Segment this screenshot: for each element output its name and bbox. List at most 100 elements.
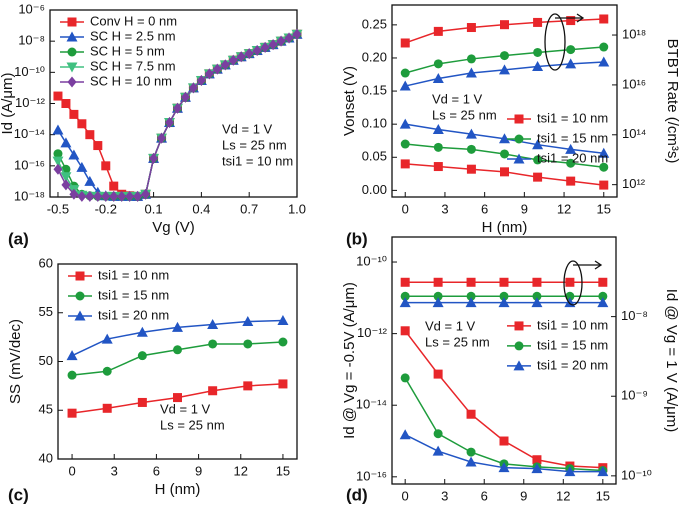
marker (433, 291, 443, 301)
legend-label: tsi1 = 10 nm (98, 267, 169, 282)
marker (180, 91, 190, 103)
annotation: Vd = 1 V (425, 318, 476, 333)
marker (136, 326, 148, 337)
marker (566, 158, 576, 168)
y2-tick-label: 10⁻¹⁰ (621, 467, 652, 482)
marker (498, 297, 510, 308)
legend-label: tsi1 = 15 nm (537, 130, 608, 145)
panel-label: (a) (8, 229, 29, 248)
marker (466, 447, 476, 457)
y2-tick-label: 10¹² (622, 176, 646, 191)
marker (565, 277, 575, 287)
marker (533, 155, 543, 165)
y2-tick-label: 10¹⁸ (622, 26, 646, 41)
marker (75, 271, 85, 281)
y-tick-label: 40 (39, 450, 53, 465)
marker (292, 28, 302, 40)
x-tick-label: 6 (481, 201, 488, 216)
marker (228, 54, 238, 66)
marker (399, 118, 411, 129)
marker (432, 297, 444, 308)
legend-label: tsi1 = 10 nm (537, 317, 608, 332)
marker (53, 163, 63, 175)
marker (433, 59, 443, 69)
marker (400, 159, 410, 169)
y-tick-label: 60 (39, 255, 53, 270)
marker (101, 333, 113, 344)
marker (242, 316, 254, 327)
marker (76, 161, 88, 172)
marker (433, 369, 443, 379)
marker (514, 134, 524, 144)
legend-label: tsi1 = 15 nm (537, 337, 608, 352)
legend-label: SC H = 7.5 nm (90, 58, 176, 73)
y-axis-label: Vonset (V) (341, 66, 358, 136)
marker (400, 139, 410, 149)
marker (66, 350, 78, 361)
y-tick-label: 10⁻¹² (357, 325, 388, 340)
x-tick-label: 12 (556, 488, 570, 503)
marker (499, 277, 509, 287)
marker (101, 190, 111, 202)
marker (466, 23, 476, 33)
axis-indicator-arrow (555, 13, 585, 23)
marker (165, 117, 175, 129)
marker (173, 345, 182, 355)
marker (53, 91, 63, 101)
marker (566, 16, 576, 26)
marker (284, 32, 294, 44)
marker (466, 409, 476, 419)
marker (433, 277, 443, 287)
marker (400, 68, 410, 78)
marker (432, 123, 444, 134)
axis-indicator (544, 13, 566, 71)
y2-axis-label: Id @ Vg = 1 V (A/μm) (663, 289, 680, 433)
marker (598, 291, 608, 301)
marker (207, 318, 219, 329)
marker (69, 188, 79, 200)
y-tick-label: 10⁻⁸ (18, 33, 45, 48)
marker (85, 190, 95, 202)
marker (533, 172, 543, 182)
x-tick-label: 15 (596, 488, 610, 503)
panel-label: (d) (346, 485, 368, 504)
marker (137, 397, 147, 407)
marker (500, 149, 509, 159)
marker (101, 161, 111, 171)
legend-label: SC H = 5 nm (90, 43, 165, 58)
marker (157, 132, 167, 144)
marker (533, 47, 543, 57)
marker (514, 341, 524, 351)
marker (400, 291, 410, 301)
x-tick-label: 3 (111, 463, 118, 478)
x-tick-label: 0 (402, 201, 409, 216)
marker (204, 68, 214, 80)
y-tick-label: 0.20 (362, 49, 387, 64)
annotation: Ls = 25 nm (222, 137, 287, 152)
marker (244, 48, 254, 60)
annotation: Ls = 25 nm (425, 334, 490, 349)
marker (172, 102, 182, 114)
marker (532, 291, 542, 301)
marker (212, 63, 222, 75)
marker (532, 455, 542, 465)
x-axis-label: H (nm) (155, 481, 201, 498)
x-tick-label: 15 (276, 463, 290, 478)
marker (276, 35, 286, 47)
marker (67, 408, 77, 418)
marker (466, 144, 476, 154)
x-tick-label: 12 (557, 201, 571, 216)
marker (77, 190, 87, 202)
marker (85, 130, 95, 140)
legend-label: tsi1 = 20 nm (537, 150, 608, 165)
marker (597, 466, 609, 477)
marker (565, 291, 575, 301)
marker (133, 190, 143, 202)
y-tick-label: 10⁻⁶ (18, 1, 45, 16)
y-tick-label: 0.00 (362, 182, 387, 197)
marker (260, 41, 270, 53)
marker (564, 466, 576, 477)
marker (532, 139, 544, 150)
x-tick-label: 6 (153, 463, 160, 478)
annotation: tsi1 = 10 nm (222, 153, 293, 168)
